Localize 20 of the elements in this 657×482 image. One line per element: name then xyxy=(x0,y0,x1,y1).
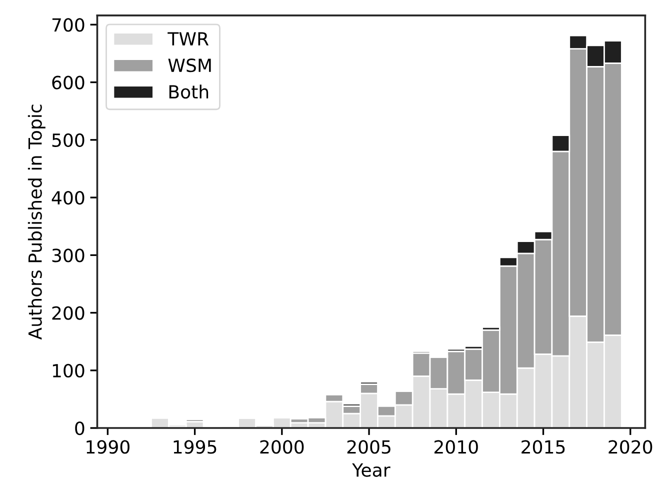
x-axis-title: Year xyxy=(352,463,390,477)
y-tick-label: 600 xyxy=(52,76,84,90)
y-tick-label: 500 xyxy=(52,133,84,148)
legend-label: TWR xyxy=(168,32,209,46)
x-tick-label: 2010 xyxy=(434,440,478,454)
y-tick-label: 700 xyxy=(52,18,84,32)
legend-label: Both xyxy=(169,84,208,99)
y-tick-label: 400 xyxy=(52,190,84,205)
x-tick-label: 2000 xyxy=(260,440,304,454)
y-tick-label: 0 xyxy=(75,421,84,436)
y-tick-label: 200 xyxy=(52,306,84,320)
x-tick-label: 1990 xyxy=(86,440,130,454)
y-tick-label: 300 xyxy=(52,248,84,262)
x-tick-label: 2005 xyxy=(347,440,390,454)
x-tick-label: 1995 xyxy=(174,440,216,454)
y-axis-title: Authors Published in Topic xyxy=(28,104,46,340)
x-tick-label: 2020 xyxy=(608,440,652,454)
legend-label: WSM xyxy=(168,58,211,72)
x-tick-label: 2015 xyxy=(522,440,565,454)
y-tick-label: 100 xyxy=(52,364,84,378)
